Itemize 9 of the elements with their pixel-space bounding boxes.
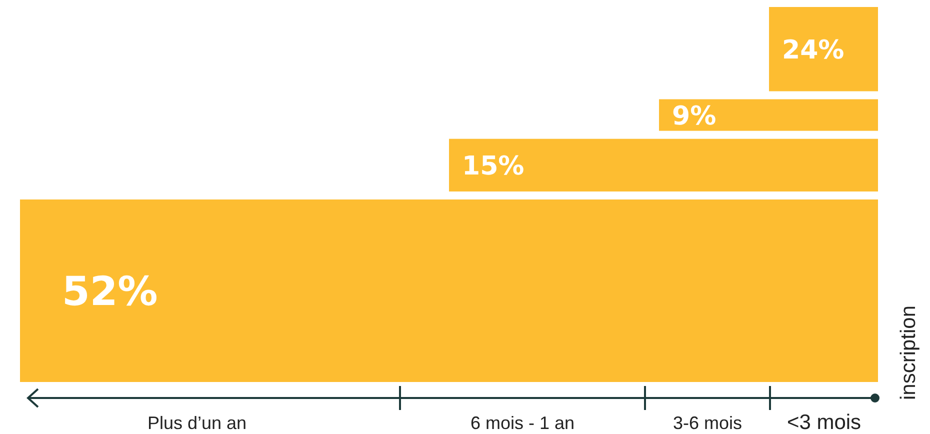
- data-label: 52%: [62, 269, 158, 316]
- data-label: 24%: [782, 35, 844, 66]
- text: inscription: [897, 305, 920, 400]
- category-label: 6 mois - 1 an: [470, 413, 575, 433]
- category-label: 3-6 mois: [672, 413, 742, 433]
- data-label: 15%: [462, 152, 524, 182]
- data-label: 9%: [672, 101, 716, 132]
- category-label: <3 mois: [786, 411, 862, 434]
- category-label: Plus d’un an: [147, 413, 247, 433]
